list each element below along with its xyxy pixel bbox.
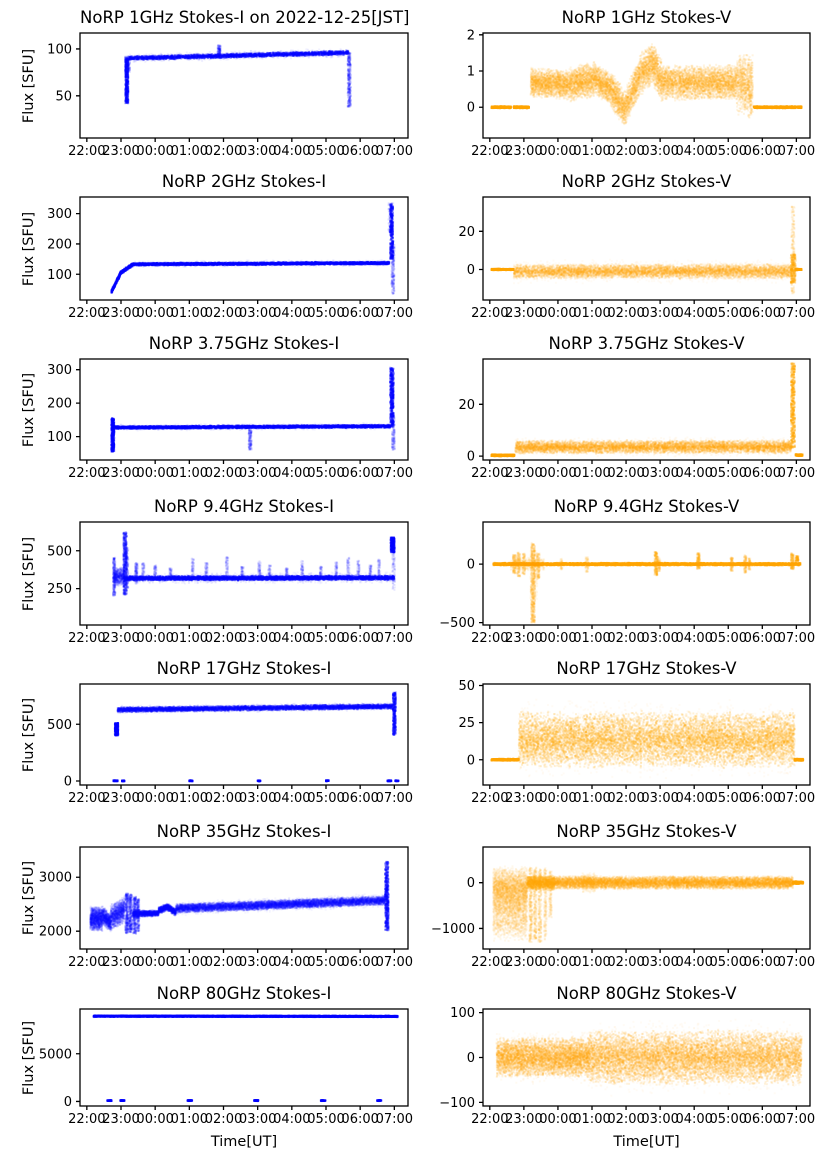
x-axis-label-time: Time[UT] xyxy=(613,1134,680,1150)
plot-area-3p75ghz-stokes-v xyxy=(420,330,827,490)
subplot-3p75ghz-stokes-i: NoRP 3.75GHz Stokes-I Flux [SFU] xyxy=(0,330,420,490)
subplot-35ghz-stokes-v: NoRP 35GHz Stokes-V xyxy=(420,815,827,980)
plot-area-17ghz-stokes-v xyxy=(420,655,827,815)
subplot-2ghz-stokes-v: NoRP 2GHz Stokes-V xyxy=(420,170,827,330)
subplot-80ghz-stokes-v: NoRP 80GHz Stokes-V Time[UT] xyxy=(420,980,827,1169)
subplot-17ghz-stokes-i: NoRP 17GHz Stokes-I Flux [SFU] xyxy=(0,655,420,815)
plot-area-80ghz-stokes-i xyxy=(0,980,420,1169)
plot-area-1ghz-stokes-i xyxy=(0,0,420,170)
plot-area-9p4ghz-stokes-i xyxy=(0,490,420,655)
subplot-17ghz-stokes-v: NoRP 17GHz Stokes-V xyxy=(420,655,827,815)
subplot-9p4ghz-stokes-v: NoRP 9.4GHz Stokes-V xyxy=(420,490,827,655)
plot-area-1ghz-stokes-v xyxy=(420,0,827,170)
subplot-2ghz-stokes-i: NoRP 2GHz Stokes-I Flux [SFU] xyxy=(0,170,420,330)
subplot-35ghz-stokes-i: NoRP 35GHz Stokes-I Flux [SFU] xyxy=(0,815,420,980)
plot-area-2ghz-stokes-v xyxy=(420,170,827,330)
subplot-1ghz-stokes-v: NoRP 1GHz Stokes-V xyxy=(420,0,827,170)
subplot-3p75ghz-stokes-v: NoRP 3.75GHz Stokes-V xyxy=(420,330,827,490)
plot-area-17ghz-stokes-i xyxy=(0,655,420,815)
plot-area-35ghz-stokes-v xyxy=(420,815,827,980)
plot-area-80ghz-stokes-v xyxy=(420,980,827,1169)
subplot-9p4ghz-stokes-i: NoRP 9.4GHz Stokes-I Flux [SFU] xyxy=(0,490,420,655)
subplot-80ghz-stokes-i: NoRP 80GHz Stokes-I Flux [SFU] Time[UT] xyxy=(0,980,420,1169)
plot-area-9p4ghz-stokes-v xyxy=(420,490,827,655)
plot-area-35ghz-stokes-i xyxy=(0,815,420,980)
x-axis-label-time: Time[UT] xyxy=(210,1134,278,1150)
plot-area-3p75ghz-stokes-i xyxy=(0,330,420,490)
subplot-1ghz-stokes-i: NoRP 1GHz Stokes-I on 2022-12-25[JST] Fl… xyxy=(0,0,420,170)
plot-area-2ghz-stokes-i xyxy=(0,170,420,330)
